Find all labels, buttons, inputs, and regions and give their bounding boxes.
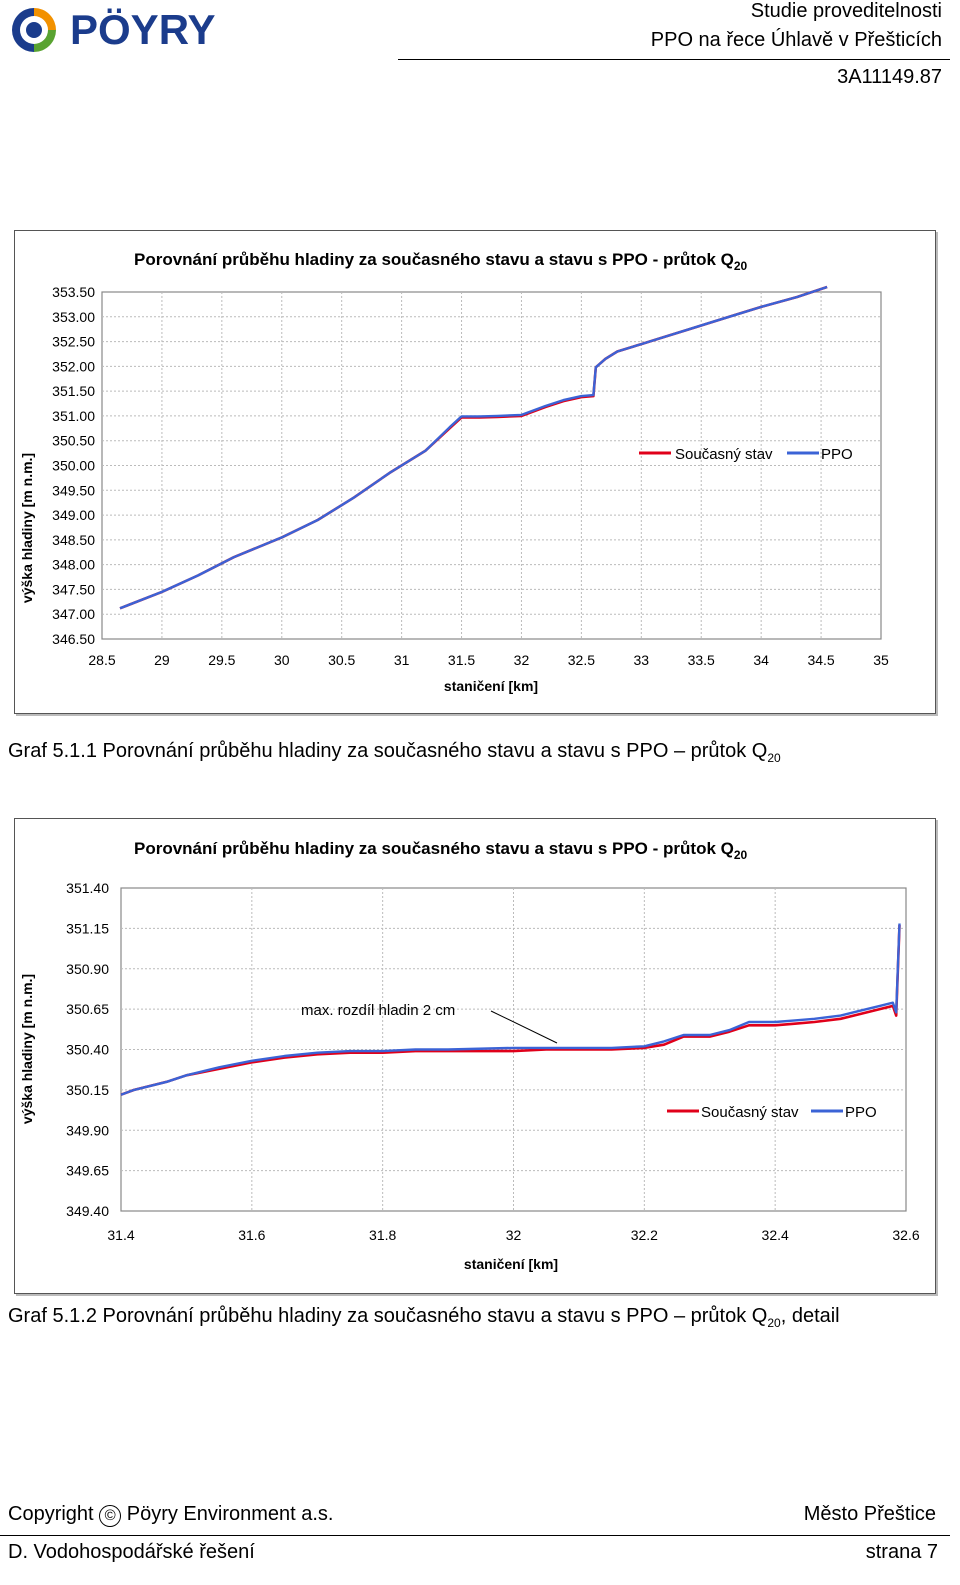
footer-page-number: strana 7 [865,1541,938,1563]
legend-label-current: Současný stav [675,446,773,463]
x-tick-label: 32.6 [892,1227,919,1243]
chart-title: Porovnání průběhu hladiny za současného … [134,250,748,273]
y-tick-label: 349.65 [66,1163,109,1179]
footer-section: D. Vodohospodářské řešení [8,1541,255,1563]
y-tick-label: 350.65 [66,1001,109,1017]
x-tick-label: 35 [873,652,889,668]
x-axis-label: staničení [km] [464,1256,558,1272]
x-tick-label: 33 [634,652,650,668]
poyry-logo: PÖYRY [12,6,215,53]
y-tick-label: 347.00 [52,606,95,622]
y-tick-label: 349.90 [66,1122,109,1138]
figure-caption-1: Graf 5.1.1 Porovnání průběhu hladiny za … [8,740,781,765]
chart-svg-detail: Porovnání průběhu hladiny za současného … [19,839,920,1272]
y-tick-label: 350.15 [66,1082,109,1098]
legend: Současný stav PPO [639,446,853,463]
y-tick-label: 353.50 [52,284,95,300]
figure-caption-2: Graf 5.1.2 Porovnání průběhu hladiny za … [8,1305,840,1330]
footer-rule [0,1535,950,1536]
logo-wordmark: PÖYRY [70,6,215,53]
series-current-state-line [120,925,901,1096]
copyright-icon: © [99,1505,122,1527]
x-tick-label: 34.5 [807,652,834,668]
x-tick-label: 28.5 [88,652,115,668]
y-axis-label: výška hladiny [m n.m.] [19,974,35,1124]
max-difference-annotation: max. rozdíl hladin 2 cm [301,1002,455,1019]
y-tick-label: 346.50 [52,631,95,647]
x-tick-label: 29.5 [208,652,235,668]
x-tick-label: 32.2 [631,1227,658,1243]
x-tick-label: 29 [154,652,170,668]
x-tick-label: 32.4 [762,1227,789,1243]
legend-label-ppo: PPO [845,1104,877,1121]
y-tick-label: 349.40 [66,1203,109,1219]
annotation-arrow-line [490,1010,558,1044]
legend-label-ppo: PPO [821,446,853,463]
y-tick-label: 351.40 [66,880,109,896]
y-tick-label: 351.15 [66,920,109,936]
chart-water-level-detail: Porovnání průběhu hladiny za současného … [14,818,936,1294]
y-tick-label: 351.00 [52,408,95,424]
x-axis-label: staničení [km] [444,678,538,694]
doc-title-line1: Studie proveditelnosti [750,0,942,22]
y-tick-label: 351.50 [52,383,95,399]
x-tick-label: 32 [506,1227,522,1243]
y-tick-label: 353.00 [52,309,95,325]
legend: Současný stav PPO [667,1104,877,1121]
y-tick-label: 350.00 [52,458,95,474]
x-tick-label: 31.8 [369,1227,396,1243]
x-tick-label: 34 [753,652,769,668]
chart-svg-overview: Porovnání průběhu hladiny za současného … [19,250,889,694]
x-tick-label: 31 [394,652,410,668]
y-tick-label: 349.50 [52,482,95,498]
y-tick-label: 352.50 [52,334,95,350]
x-tick-label: 31.6 [238,1227,265,1243]
y-tick-label: 350.40 [66,1042,109,1058]
y-tick-label: 347.50 [52,581,95,597]
y-tick-label: 350.90 [66,961,109,977]
y-tick-label: 348.50 [52,532,95,548]
y-tick-label: 352.00 [52,358,95,374]
footer-copyright: Copyright © Pöyry Environment a.s. [8,1503,334,1527]
footer-client: Město Přeštice [803,1503,936,1525]
y-tick-label: 350.50 [52,433,95,449]
x-tick-label: 32.5 [568,652,595,668]
series-ppo-line [119,285,828,610]
x-tick-label: 30 [274,652,290,668]
y-axis-label: výška hladiny [m n.m.] [19,453,35,603]
x-tick-label: 31.4 [107,1227,134,1243]
chart-water-level-overview: Porovnání průběhu hladiny za současného … [14,230,936,714]
doc-number: 3A11149.87 [837,66,942,88]
header-rule [398,59,950,60]
legend-label-current: Současný stav [701,1104,799,1121]
x-tick-label: 31.5 [448,652,475,668]
y-tick-label: 349.00 [52,507,95,523]
poyry-logo-mark [12,8,56,52]
y-tick-label: 348.00 [52,557,95,573]
doc-title-line2: PPO na řece Úhlavě v Přešticích [650,29,942,51]
chart-title: Porovnání průběhu hladiny za současného … [134,839,748,862]
x-tick-label: 30.5 [328,652,355,668]
x-tick-label: 32 [514,652,530,668]
series-ppo-line [120,923,901,1096]
x-tick-label: 33.5 [688,652,715,668]
